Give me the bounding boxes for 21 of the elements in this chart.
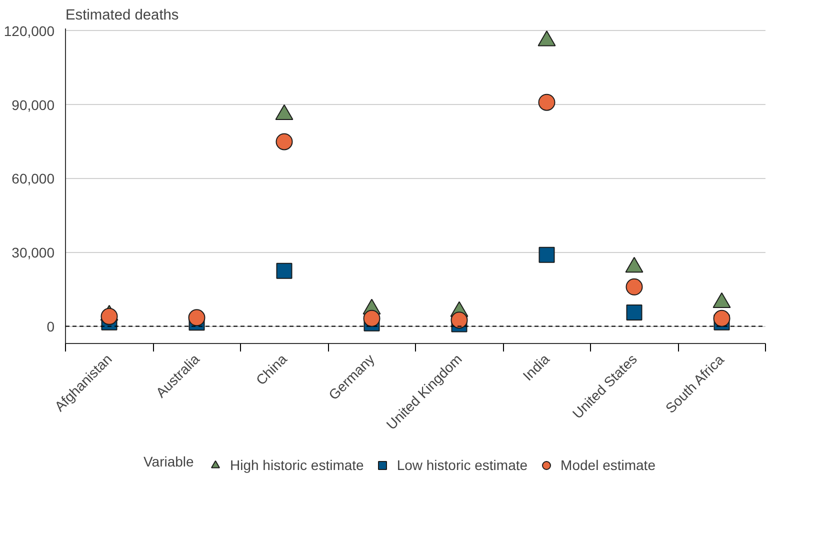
y-tick-label: 60,000 xyxy=(12,170,55,187)
point xyxy=(538,246,555,263)
point xyxy=(275,104,294,120)
point xyxy=(626,278,643,296)
y-tick-label: 30,000 xyxy=(12,244,55,260)
y-tick-label: 0 xyxy=(46,318,55,334)
legend-title: Variable xyxy=(144,454,194,470)
point xyxy=(626,304,642,320)
point xyxy=(188,309,206,326)
legend-label: Low historic estimate xyxy=(396,457,528,473)
point xyxy=(538,30,556,46)
y-tick-label: 90,000 xyxy=(12,96,55,113)
point xyxy=(363,310,380,327)
point xyxy=(100,308,118,325)
legend-label: Model estimate xyxy=(560,457,656,473)
y-tick-label: 120,000 xyxy=(4,22,55,39)
point xyxy=(450,312,468,329)
legend-label: High historic estimate xyxy=(230,457,364,473)
y-axis-title: Estimated deaths xyxy=(66,8,179,24)
point xyxy=(713,310,730,327)
point xyxy=(276,262,292,279)
